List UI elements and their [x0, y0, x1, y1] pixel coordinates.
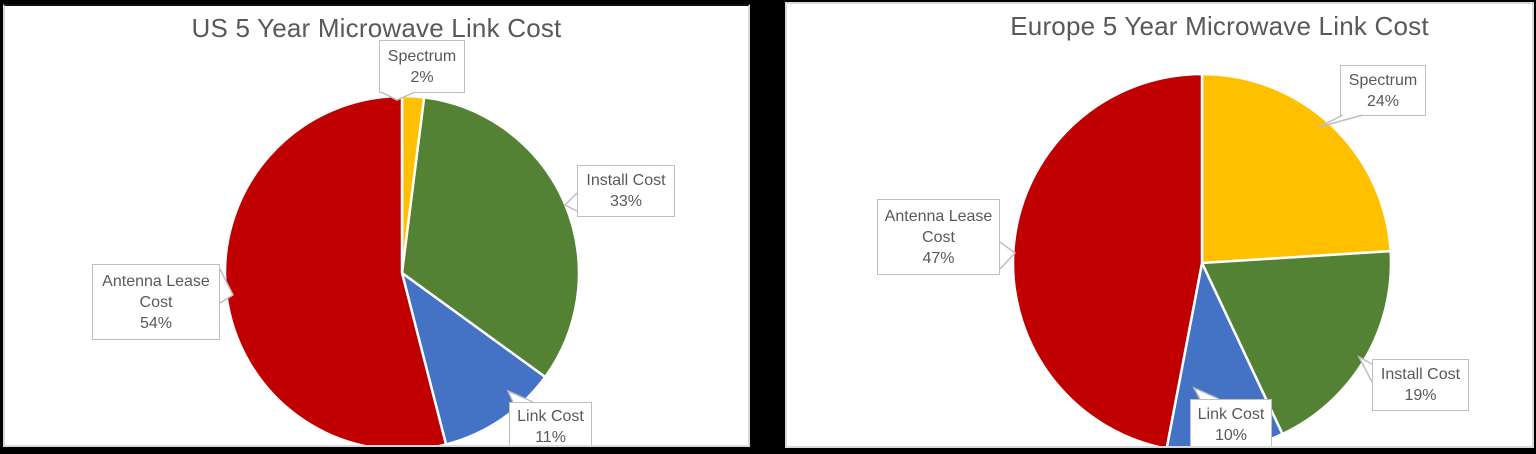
- data-label-callout-spectrum: Spectrum 2%: [379, 40, 465, 93]
- data-label-line: 2%: [410, 68, 434, 86]
- data-label-line: Link Cost: [1197, 405, 1265, 423]
- chart-title-us: US 5 Year Microwave Link Cost: [191, 13, 562, 43]
- data-label-line: Spectrum: [387, 47, 457, 65]
- data-label-line: 11%: [535, 429, 566, 446]
- chart-panel-us: US 5 Year Microwave Link Cost Spectrum 2%…: [3, 4, 750, 447]
- pie-slice-antenna-lease-cost: [1011, 72, 1204, 446]
- data-label-line: 33%: [609, 193, 643, 210]
- data-label-line: Antenna Lease: [884, 207, 993, 225]
- chart-title-europe: Europe 5 Year Microwave Link Cost: [1010, 11, 1429, 41]
- data-label-line: Link Cost: [517, 408, 584, 425]
- data-label-line: Antenna Lease: [102, 272, 210, 290]
- data-label-line: 47%: [922, 249, 955, 267]
- data-label-line: Spectrum: [1348, 71, 1418, 89]
- data-label-line: 19%: [1404, 387, 1437, 404]
- data-label-callout-spectrum: Spectrum 24%: [1340, 65, 1426, 116]
- data-label-line: Cost: [922, 228, 955, 246]
- data-label-callout-install-cost: Install Cost 33%: [577, 165, 675, 217]
- data-label-callout-install-cost: Install Cost 19%: [1372, 359, 1469, 411]
- data-label-line: 24%: [1366, 92, 1400, 110]
- data-label-line: Install Cost: [1380, 366, 1461, 383]
- data-label-line: Cost: [139, 293, 173, 311]
- data-label-callout-antenna-lease-cost: Antenna Lease Cost 47%: [877, 199, 1000, 275]
- data-label-callout-link-cost: Link Cost 10%: [1190, 399, 1272, 446]
- data-label-callout-antenna-lease-cost: Antenna Lease Cost 54%: [92, 264, 220, 340]
- pie-chart-us: [223, 94, 581, 445]
- data-label-line: 10%: [1214, 426, 1248, 444]
- chart-panel-europe: Europe 5 Year Microwave Link Cost Spectr…: [785, 2, 1534, 448]
- data-label-line: 54%: [139, 314, 173, 332]
- data-label-line: Install Cost: [586, 172, 666, 189]
- data-label-callout-link-cost: Link Cost 11%: [509, 402, 592, 446]
